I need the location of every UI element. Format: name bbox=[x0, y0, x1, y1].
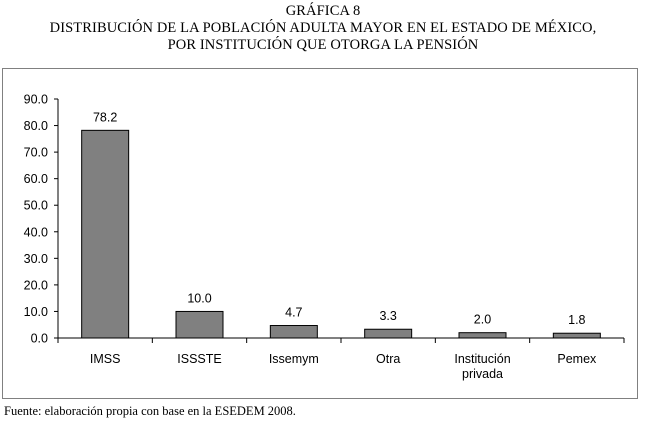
bar-value-label: 4.7 bbox=[285, 306, 302, 320]
bar-value-label: 78.2 bbox=[93, 110, 117, 124]
y-tick-label: 60.0 bbox=[24, 172, 48, 186]
x-category-label: Issemym bbox=[269, 352, 319, 366]
x-category-label: Pemex bbox=[557, 352, 597, 366]
y-tick-label: 20.0 bbox=[24, 278, 48, 292]
chart-title-line-2: POR INSTITUCIÓN QUE OTORGA LA PENSIÓN bbox=[167, 37, 479, 53]
bar bbox=[364, 328, 413, 339]
x-category-label: IMSS bbox=[90, 352, 121, 366]
x-category-label: Otra bbox=[376, 352, 400, 366]
x-category-label: Institución bbox=[454, 352, 510, 366]
chart-title-block: GRÁFICA 8 DISTRIBUCIÓN DE LA POBLACIÓN A… bbox=[0, 3, 646, 54]
y-tick-label: 70.0 bbox=[24, 146, 48, 160]
chart-title-line-1: DISTRIBUCIÓN DE LA POBLACIÓN ADULTA MAYO… bbox=[49, 20, 597, 36]
y-tick-label: 30.0 bbox=[24, 252, 48, 266]
bar bbox=[458, 332, 507, 339]
bar bbox=[552, 332, 601, 339]
x-category-label: ISSSTE bbox=[177, 352, 221, 366]
bar bbox=[175, 310, 224, 339]
bar-value-label: 1.8 bbox=[568, 313, 585, 327]
bar bbox=[81, 129, 130, 339]
y-tick-label: 50.0 bbox=[24, 199, 48, 213]
source-footnote: Fuente: elaboración propia con base en l… bbox=[4, 404, 296, 418]
bar bbox=[269, 325, 318, 339]
bar-value-label: 3.3 bbox=[379, 309, 396, 323]
y-tick-label: 10.0 bbox=[24, 305, 48, 319]
bar-value-label: 10.0 bbox=[187, 291, 211, 305]
y-tick-label: 90.0 bbox=[24, 93, 48, 107]
bar-series: 78.2 10.0 4.7 3.3 2.0 1.8 bbox=[81, 110, 601, 339]
y-tick-label: 40.0 bbox=[24, 225, 48, 239]
x-category-label: privada bbox=[462, 367, 503, 381]
bar-value-label: 2.0 bbox=[474, 313, 491, 327]
y-tick-label: 80.0 bbox=[24, 119, 48, 133]
y-tick-label: 0.0 bbox=[31, 332, 48, 346]
chart-title-number: GRÁFICA 8 bbox=[285, 3, 361, 19]
y-axis: 0.0 10.0 20.0 30.0 40.0 50.0 60.0 70.0 80.0 90.0 bbox=[24, 93, 59, 346]
